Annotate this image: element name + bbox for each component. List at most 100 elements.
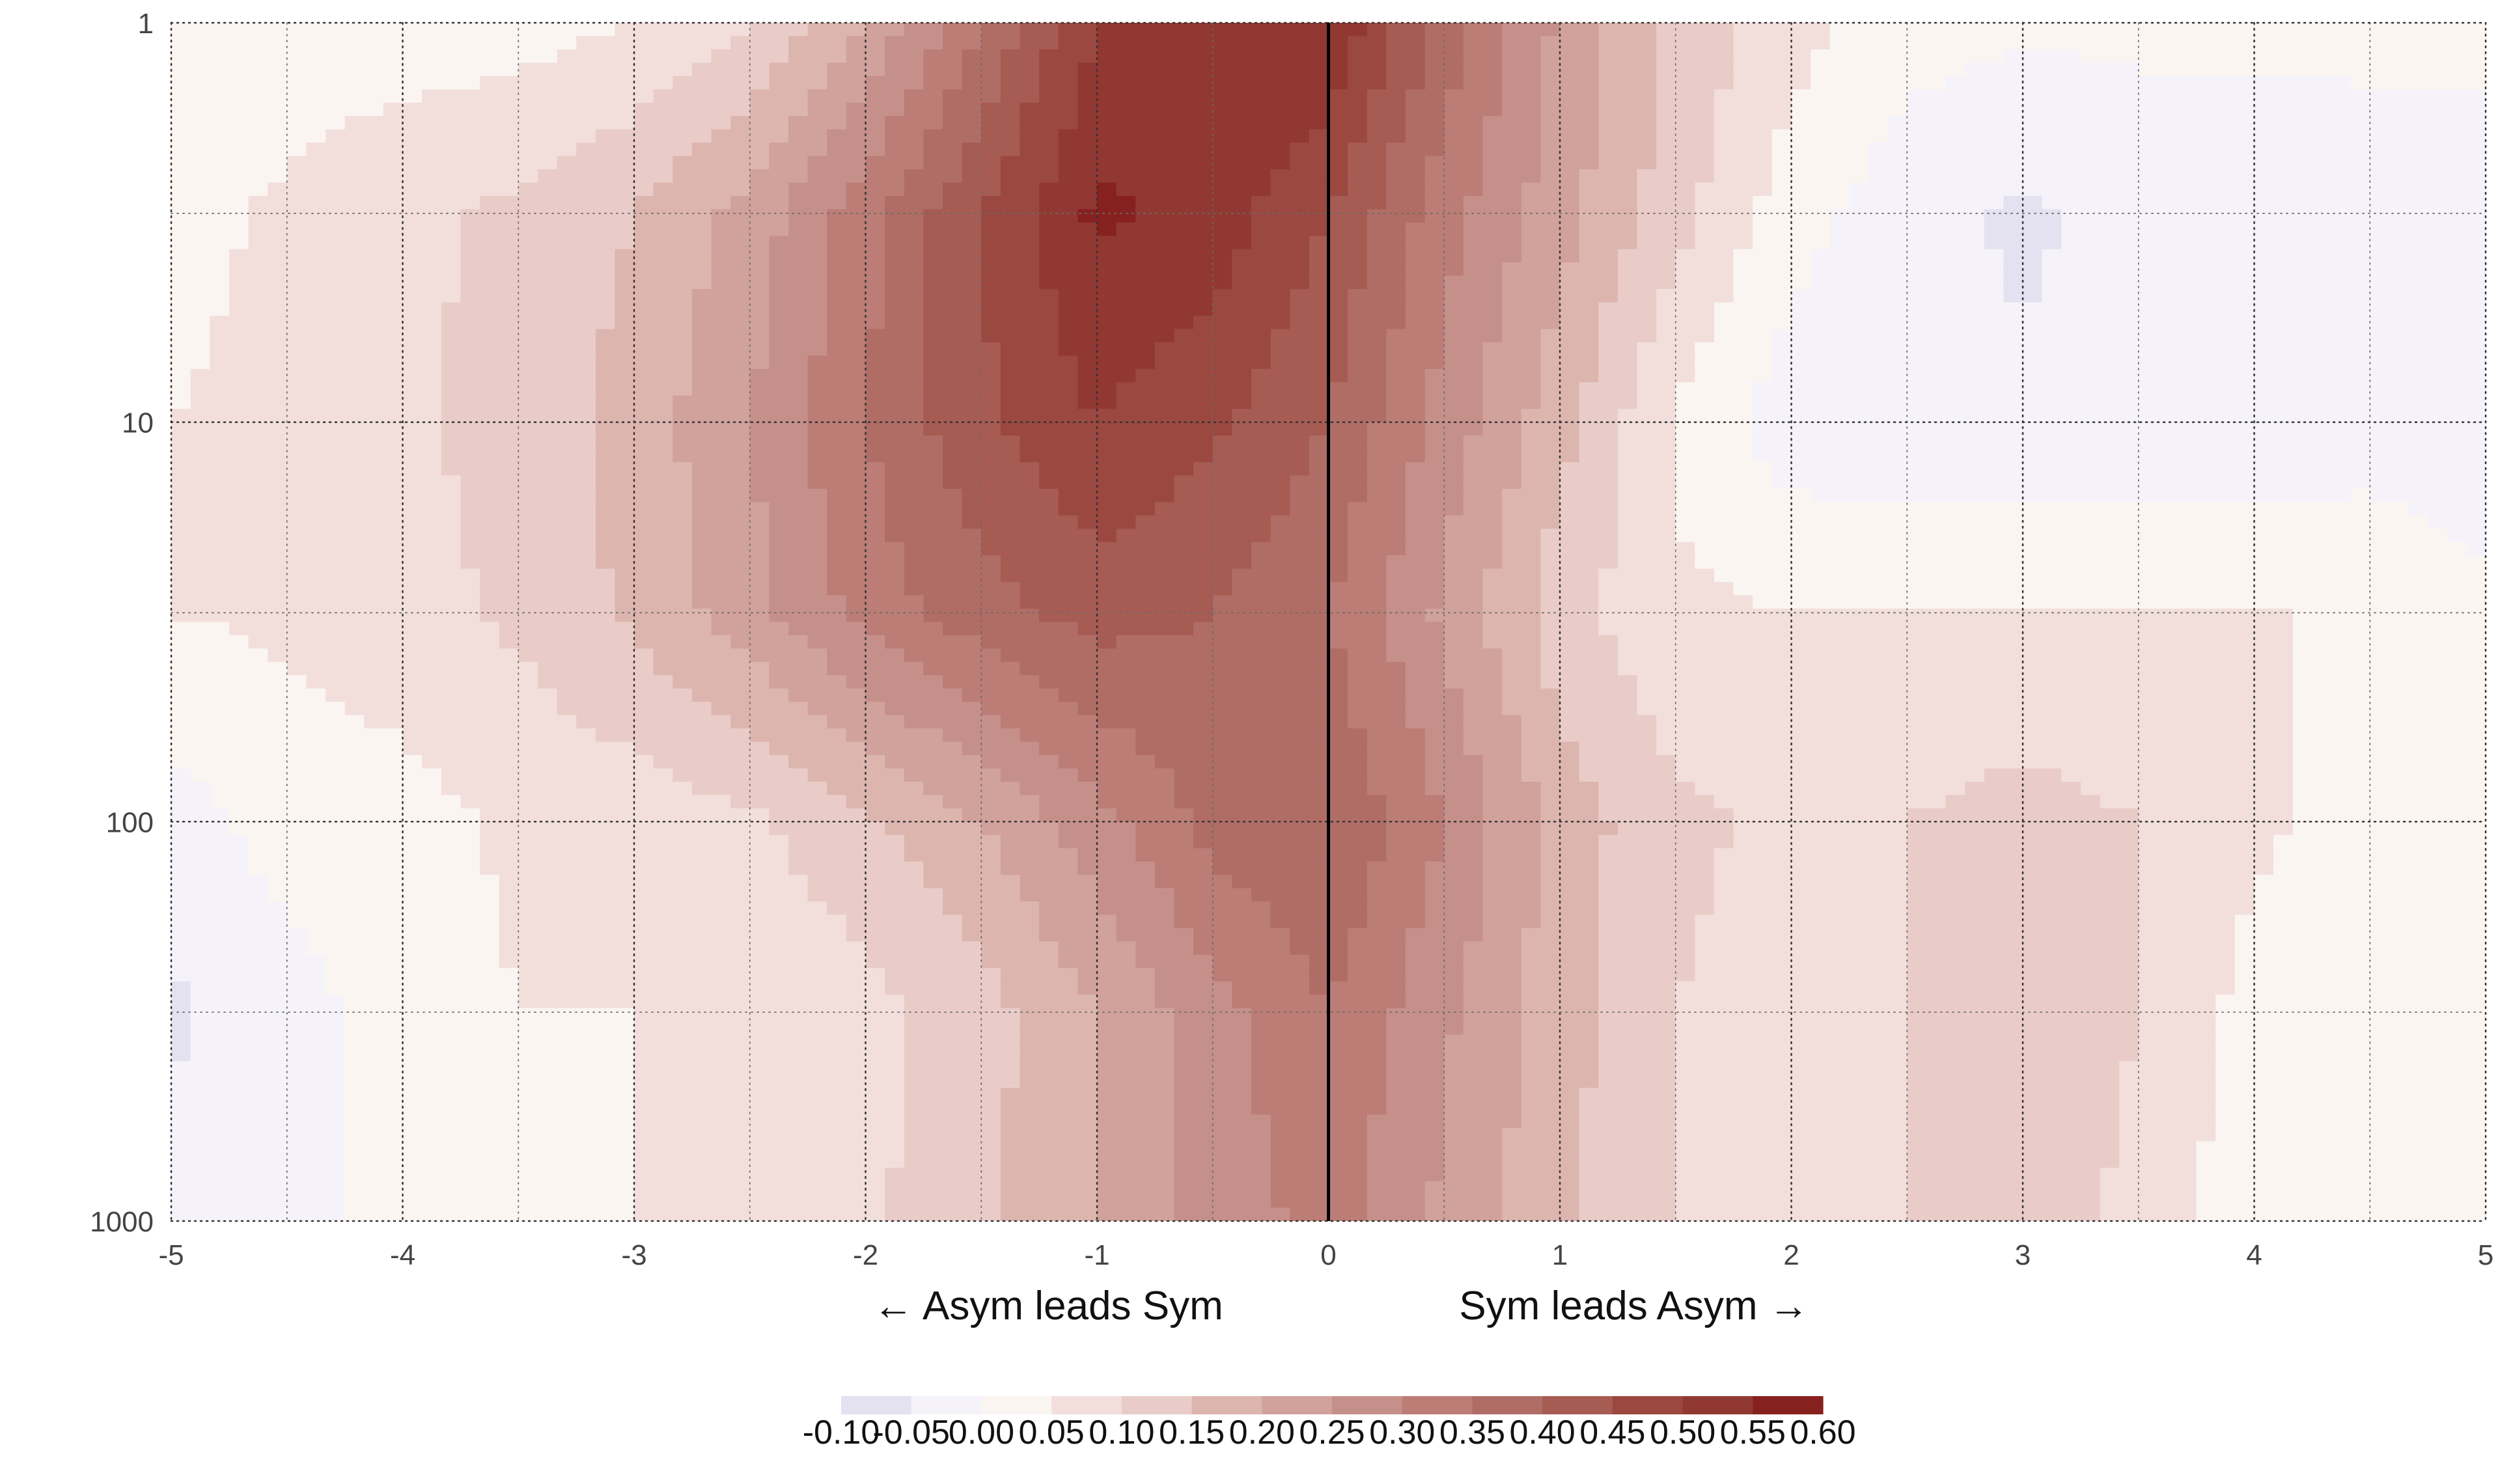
contour-cell [1444,1048,1522,1062]
contour-cell [1598,36,1657,50]
contour-cell [1424,1207,1503,1221]
contour-cell [865,382,924,396]
contour-cell [1637,688,2294,703]
contour-cell [923,382,1001,396]
contour-cell [1560,262,1618,277]
contour-cell [1154,875,1233,889]
contour-cell [865,954,982,969]
contour-cell [1270,1181,1368,1195]
contour-cell [865,688,963,703]
contour-cell [1424,409,1484,423]
contour-cell [1386,1008,1464,1022]
contour-cell [1386,49,1426,64]
contour-cell [441,302,616,316]
contour-cell [1771,355,2486,370]
contour-cell [865,741,963,756]
colorbar-swatch [1682,1396,1753,1414]
contour-cell [1039,236,1252,250]
contour-cell [885,36,943,50]
contour-cell [1482,116,1542,130]
contour-cell [1444,329,1503,343]
contour-cell [1386,182,1426,197]
contour-cell [1039,76,1079,90]
contour-cell [981,36,1021,50]
contour-cell [460,275,616,290]
contour-cell [1598,941,1696,955]
contour-cell [518,995,905,1009]
contour-cell [1386,622,1445,636]
contour-cell [1656,156,1715,170]
contour-cell [1540,888,1600,902]
contour-cell [2196,1154,2486,1168]
contour-cell [2292,675,2486,689]
contour-cell [1154,995,1233,1009]
contour-cell [2100,1168,2197,1182]
contour-cell [691,542,770,556]
contour-cell [460,488,596,503]
contour-cell [171,395,191,410]
contour-cell [1270,1127,1368,1142]
contour-cell [1328,635,1387,650]
annotation-left: ← Asym leads Sym [873,1284,1223,1328]
contour-cell [923,249,982,263]
contour-cell [2042,195,2486,210]
contour-cell [171,901,288,916]
contour-cell [1367,488,1406,503]
contour-cell [1406,116,1445,130]
contour-cell [1598,329,1657,343]
contour-cell [711,129,789,143]
contour-cell [1598,316,1657,330]
contour-cell [1521,1008,1600,1022]
contour-cell [885,262,924,277]
contour-cell [827,302,885,316]
contour-cell [1463,728,1522,743]
contour-cell [1135,821,1194,836]
contour-cell [904,995,1001,1009]
contour-cell [1348,542,1406,556]
contour-cell [1424,755,1484,769]
contour-cell [1406,715,1464,729]
contour-cell [1540,901,1600,916]
colorbar-swatch [1753,1396,1824,1414]
contour-cell [1097,1194,1175,1209]
contour-cell [1444,302,1503,316]
contour-cell [2215,1114,2486,1129]
contour-cell [1675,1127,1908,1142]
contour-cell [691,462,751,476]
contour-cell [1560,715,1657,729]
contour-cell [769,275,828,290]
colorbar-tick-label: 0.25 [1299,1414,1365,1451]
contour-cell [1212,954,1310,969]
contour-cell [1907,1168,2101,1182]
contour-cell [1560,23,1600,37]
contour-cell [1733,76,1811,90]
contour-cell [769,675,847,689]
contour-cell [1424,888,1484,902]
contour-cell [1328,395,1387,410]
contour-cell [904,768,1001,782]
contour-cell [1868,169,2486,184]
contour-cell [885,1168,1001,1182]
contour-cell [865,156,924,170]
contour-cell [1077,368,1137,383]
contour-cell [422,89,654,103]
contour-cell [2138,62,2486,77]
contour-cell [1406,968,1464,982]
contour-cell [171,49,558,64]
contour-cell [1174,1154,1271,1168]
contour-cell [1174,1127,1271,1142]
contour-cell [788,861,924,875]
contour-cell [1212,595,1329,609]
contour-cell [344,1194,635,1209]
contour-cell [1811,488,2352,503]
contour-cell [1251,1048,1387,1062]
contour-cell [981,529,1098,543]
contour-cell [1463,995,1522,1009]
contour-cell [1348,36,1387,50]
contour-cell [1463,49,1503,64]
contour-cell [1617,289,1657,303]
contour-cell [1406,954,1464,969]
contour-cell [730,795,847,809]
contour-cell [1077,382,1117,396]
contour-cell [595,475,693,489]
